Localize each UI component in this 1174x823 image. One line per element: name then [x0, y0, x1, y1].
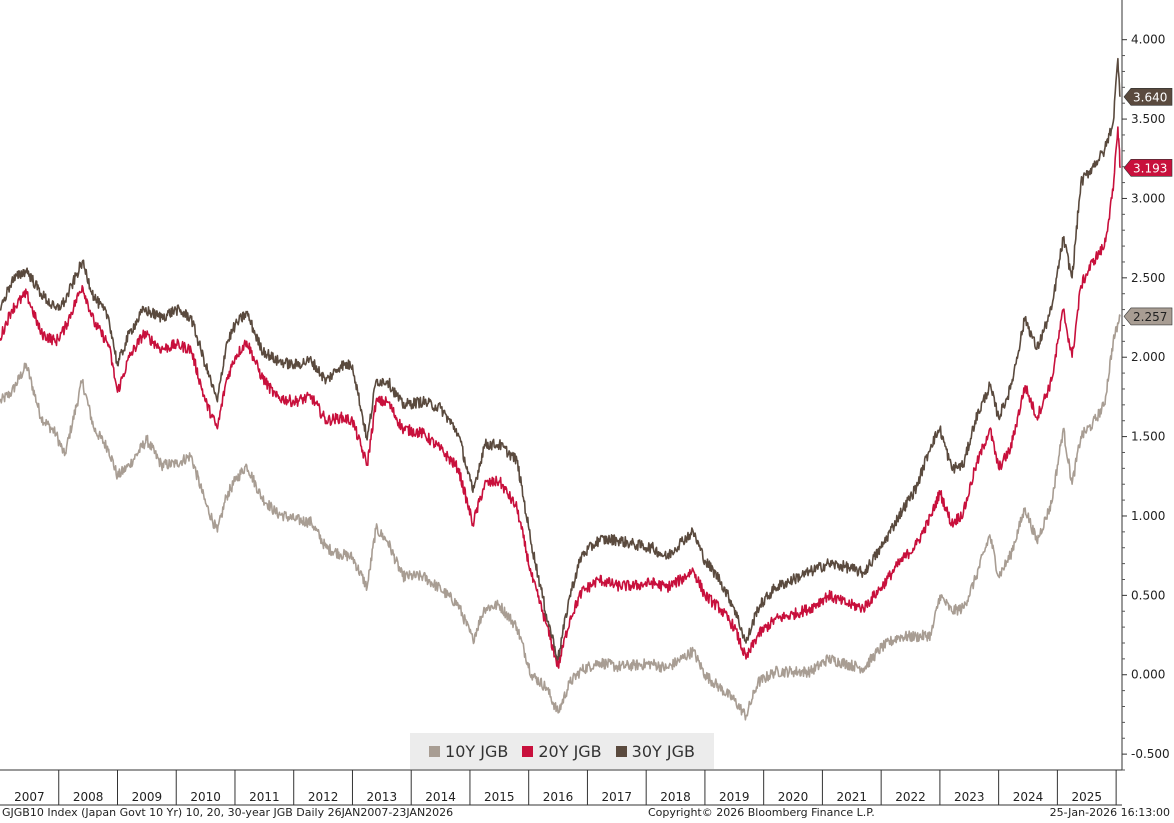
last-value-label-10y: 2.257: [1133, 310, 1167, 324]
legend-swatch-20y: [522, 745, 534, 757]
x-tick-label: 2009: [132, 790, 163, 804]
y-tick-label: -0.500: [1131, 747, 1170, 761]
last-value-tag-10y: [1123, 307, 1173, 326]
last-value-label-20y: 3.193: [1133, 161, 1167, 175]
footer-timestamp: 25-Jan-2026 16:13:00: [1049, 806, 1170, 819]
y-tick-label: 1.500: [1131, 430, 1165, 444]
y-tick-label: 0.500: [1131, 588, 1165, 602]
x-tick-label: 2010: [190, 790, 221, 804]
x-tick-label: 2018: [660, 790, 691, 804]
y-tick-label: 2.500: [1131, 271, 1165, 285]
x-tick-label: 2012: [308, 790, 339, 804]
x-tick-label: 2011: [249, 790, 280, 804]
legend: 10Y JGB 20Y JGB 30Y JGB: [410, 733, 714, 769]
series-layer: [0, 57, 1121, 721]
legend-swatch-30y: [615, 745, 627, 757]
x-tick-label: 2007: [14, 790, 45, 804]
footer-source: GJGB10 Index (Japan Govt 10 Yr) 10, 20, …: [2, 806, 454, 819]
legend-item-10y: 10Y JGB: [429, 742, 508, 761]
x-tick-label: 2019: [719, 790, 750, 804]
y-axis: 4.000 3.500 3.000 2.500 2.000 1.500 1.000 0.500…: [1121, 0, 1170, 771]
x-tick-label: 2014: [425, 790, 456, 804]
x-tick-label: 2024: [1013, 790, 1044, 804]
x-tick-label: 2016: [543, 790, 574, 804]
y-tick-label: 2.000: [1131, 350, 1165, 364]
legend-swatch-10y: [429, 745, 441, 757]
x-tick-label: 2025: [1071, 790, 1102, 804]
last-value-tag-30y: [1123, 88, 1173, 106]
x-tick-label: 2017: [602, 790, 633, 804]
x-tick-label: 2022: [895, 790, 926, 804]
legend-item-20y: 20Y JGB: [522, 741, 602, 761]
x-tick-label: 2020: [778, 790, 809, 804]
x-tick-label: 2021: [837, 790, 868, 804]
series-line-10y: [0, 314, 1121, 721]
x-tick-label: 2015: [484, 790, 515, 804]
x-axis: 2007 2008 2009 2010 2011 2012 2013 2014 2015 2016…: [0, 769, 1122, 806]
y-tick-label: 3.500: [1131, 112, 1165, 126]
last-value-label-30y: 3.640: [1133, 90, 1167, 104]
footer-copyright: Copyright© 2026 Bloomberg Finance L.P.: [648, 806, 875, 819]
x-tick-label: 2023: [954, 790, 985, 804]
y-tick-label: 0.000: [1131, 668, 1165, 682]
y-tick-label: 4.000: [1131, 33, 1165, 47]
y-tick-label: 1.000: [1131, 509, 1165, 523]
series-line-30y: [0, 57, 1121, 661]
legend-label-10y: 10Y JGB: [445, 741, 509, 761]
legend-label-20y: 20Y JGB: [538, 741, 602, 761]
last-value-tag-20y: [1123, 159, 1173, 177]
x-tick-label: 2013: [367, 790, 398, 804]
legend-item-30y: 30Y JGB: [615, 741, 695, 761]
x-tick-label: 2008: [73, 790, 104, 804]
last-value-tags: 2.257 3.193 3.640: [1123, 88, 1173, 326]
y-tick-label: 3.000: [1131, 191, 1165, 205]
series-line-20y: [0, 126, 1121, 669]
legend-label-30y: 30Y JGB: [631, 741, 695, 761]
